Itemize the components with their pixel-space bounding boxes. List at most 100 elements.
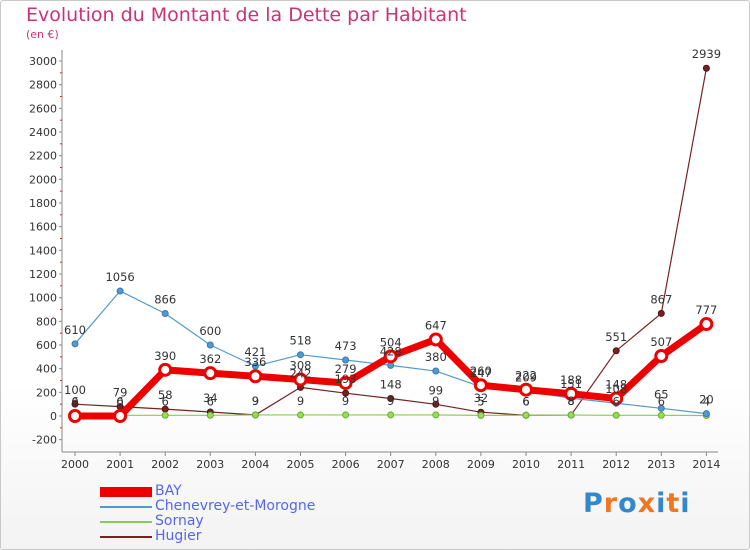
data-label-bay: 260	[470, 364, 492, 378]
data-label-bay: 308	[290, 359, 312, 373]
data-label-sornay: 6	[162, 394, 169, 408]
data-point-chenevrey-et-morogne	[702, 410, 710, 418]
data-label-hugier: 100	[64, 383, 86, 397]
data-label-bay: 390	[154, 349, 176, 363]
data-point-sornay	[522, 411, 530, 419]
data-point-sornay	[297, 411, 304, 419]
x-tick-label-2008: 2008	[422, 458, 450, 471]
data-label-sornay: 9	[387, 394, 394, 408]
data-label-bay: 647	[425, 318, 447, 332]
data-point-hugier	[432, 400, 440, 408]
x-tick-label-2001: 2001	[106, 458, 134, 471]
x-tick-label-2006: 2006	[332, 458, 360, 471]
data-label-chenevrey-et-morogne: 866	[154, 293, 176, 307]
x-tick-label-2010: 2010	[512, 458, 540, 471]
data-label-bay: 222	[515, 369, 537, 383]
data-label-chenevrey-et-morogne: 1056	[105, 270, 134, 284]
y-tick-label-1000: 1000	[29, 292, 57, 305]
data-point-hugier	[71, 400, 79, 408]
data-label-bay: 0	[71, 395, 78, 409]
y-tick-label-1800: 1800	[29, 197, 57, 210]
data-label-hugier: 34	[203, 391, 218, 405]
data-point-bay	[519, 382, 533, 397]
data-point-bay	[293, 372, 308, 387]
data-point-sornay	[206, 411, 214, 419]
data-label-bay: 0	[116, 395, 123, 409]
data-label-sornay: 8	[567, 394, 574, 408]
data-label-chenevrey-et-morogne: 518	[290, 334, 312, 348]
data-label-hugier: 32	[474, 391, 489, 405]
data-label-chenevrey-et-morogne: 20	[699, 393, 714, 407]
data-point-bay	[68, 409, 82, 423]
data-label-sornay: 6	[613, 394, 620, 408]
data-label-bay: 336	[244, 355, 266, 369]
data-point-bay	[158, 362, 173, 377]
data-label-sornay: 6	[658, 394, 665, 408]
data-label-hugier: 148	[380, 377, 402, 391]
data-point-hugier	[657, 309, 665, 317]
data-point-chenevrey-et-morogne	[116, 287, 124, 295]
y-tick-label-600: 600	[36, 339, 57, 352]
chart-subtitle: (en €)	[26, 28, 59, 41]
data-label-sornay: 6	[71, 394, 78, 408]
data-point-bay	[113, 409, 128, 423]
data-label-bay: 148	[605, 377, 627, 391]
data-label-hugier: 58	[158, 388, 173, 402]
data-label-chenevrey-et-morogne: 247	[470, 366, 492, 380]
data-label-sornay: 4	[703, 395, 710, 409]
legend-label-sornay: Sornay	[155, 513, 204, 529]
logo-letter: x	[637, 488, 657, 519]
legend-label-chenevrey-et-morogne: Chenevrey-et-Morogne	[155, 498, 316, 514]
data-point-sornay	[477, 411, 485, 419]
data-point-sornay	[342, 411, 350, 419]
y-tick-label-2400: 2400	[29, 126, 57, 139]
data-point-bay	[473, 378, 488, 393]
data-label-hugier: 2939	[692, 47, 721, 61]
data-label-hugier: 193	[335, 372, 357, 386]
logo-letter: r	[603, 488, 619, 519]
data-label-bay: 188	[560, 373, 582, 387]
y-tick-label-400: 400	[36, 363, 57, 376]
data-label-hugier: 8	[567, 394, 574, 408]
legend-swatch-sornay	[100, 521, 152, 523]
legend-swatch-chenevrey-et-morogne	[100, 506, 152, 508]
y-tick-label-0: 0	[50, 410, 57, 423]
data-point-bay	[609, 391, 624, 406]
data-label-hugier: 867	[650, 292, 672, 306]
data-label-bay: 504	[380, 335, 402, 349]
y-tick-label--200: -200	[32, 434, 57, 447]
y-tick-label-800: 800	[36, 315, 57, 328]
x-tick-label-2000: 2000	[61, 458, 89, 471]
data-point-hugier	[702, 64, 710, 72]
y-tick-label-2800: 2800	[29, 79, 57, 92]
data-point-chenevrey-et-morogne	[657, 404, 665, 412]
logo-letter: o	[618, 488, 638, 519]
data-point-sornay	[161, 411, 169, 419]
data-label-sornay: 9	[252, 394, 259, 408]
legend-label-hugier: Hugier	[155, 528, 202, 544]
x-tick-label-2012: 2012	[602, 458, 630, 471]
x-tick-label-2003: 2003	[196, 458, 224, 471]
data-label-chenevrey-et-morogne: 108	[605, 382, 627, 396]
data-label-sornay: 9	[342, 394, 349, 408]
data-label-bay: 507	[650, 335, 672, 349]
x-tick-label-2013: 2013	[647, 458, 675, 471]
data-point-hugier	[612, 347, 620, 355]
data-point-sornay	[251, 411, 259, 419]
logo-letter: t	[666, 488, 681, 519]
data-label-chenevrey-et-morogne: 421	[244, 345, 266, 359]
data-point-chenevrey-et-morogne	[432, 367, 440, 375]
data-label-bay: 279	[335, 362, 357, 376]
data-point-bay	[654, 349, 669, 364]
proxiti-logo: Proxiti	[583, 488, 691, 519]
data-point-sornay	[612, 411, 620, 419]
data-label-sornay: 5	[477, 394, 484, 408]
data-point-chenevrey-et-morogne	[342, 356, 350, 364]
chart-title: Evolution du Montant de la Dette par Hab…	[26, 4, 467, 26]
data-point-bay	[248, 369, 263, 384]
data-label-sornay: 6	[522, 394, 529, 408]
x-tick-label-2002: 2002	[151, 458, 179, 471]
x-tick-label-2007: 2007	[377, 458, 405, 471]
logo-letter: i	[656, 488, 667, 519]
data-label-chenevrey-et-morogne: 428	[380, 344, 402, 358]
